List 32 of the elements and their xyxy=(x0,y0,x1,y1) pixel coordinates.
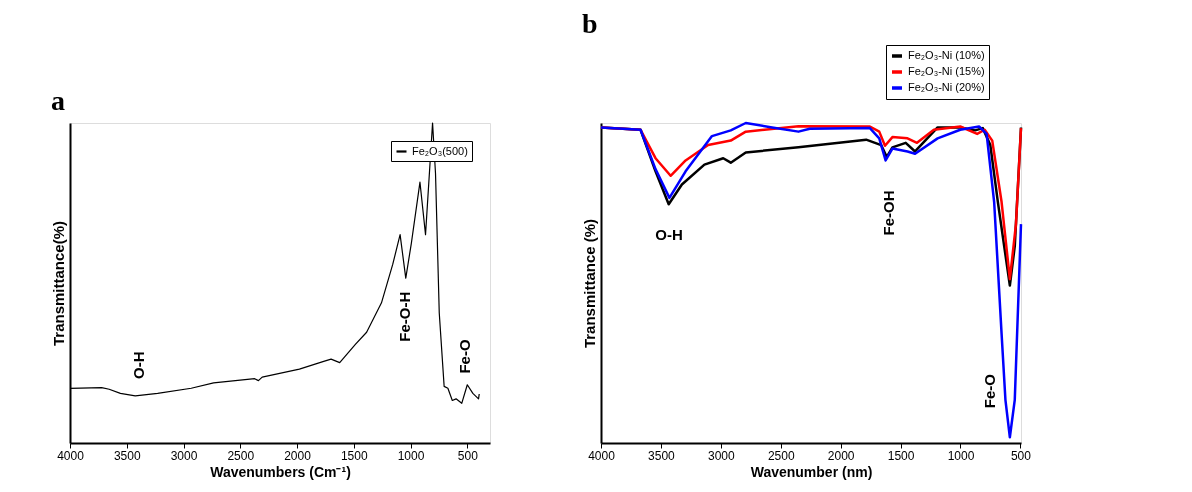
annotation: O-H xyxy=(130,351,147,379)
chart-title: a xyxy=(51,85,65,117)
x-tick-label: 4000 xyxy=(588,448,616,463)
legend-label: Fe₂O₃-Ni (10%) xyxy=(908,49,985,61)
chart-title: b xyxy=(582,7,598,39)
x-tick-label: 3000 xyxy=(707,448,735,463)
x-tick-label: 1000 xyxy=(397,448,425,463)
legend-label: Fe₂O₃(500) xyxy=(412,144,468,157)
x-tick-label: 3500 xyxy=(648,448,676,463)
x-tick-label: 2000 xyxy=(284,448,312,463)
legend-label: Fe₂O₃-Ni (15%) xyxy=(908,65,985,77)
x-tick-label: 2500 xyxy=(227,448,255,463)
y-axis-title: Transmittance(%) xyxy=(49,220,67,347)
annotation: Fe-O-H xyxy=(396,291,413,342)
x-tick-label: 1500 xyxy=(340,448,368,463)
x-tick-label: 500 xyxy=(1010,448,1032,463)
x-tick-label: 1500 xyxy=(887,448,915,463)
annotation: O-H xyxy=(655,226,683,244)
x-axis-title: Wavenumbers (Cm⁻¹) xyxy=(210,463,351,480)
annotation: Fe-O xyxy=(456,339,473,374)
x-tick-label: 4000 xyxy=(57,448,85,463)
x-tick-label: 500 xyxy=(457,448,479,463)
x-tick-label: 3500 xyxy=(113,448,141,463)
x-tick-label: 3000 xyxy=(170,448,198,463)
x-axis-title: Wavenumber (nm) xyxy=(750,463,873,480)
x-tick-label: 2500 xyxy=(767,448,795,463)
y-axis-title: Transmittance (%) xyxy=(580,218,598,349)
legend-label: Fe₂O₃-Ni (20%) xyxy=(908,81,985,93)
annotation: Fe-OH xyxy=(880,190,897,236)
annotation: Fe-O xyxy=(981,373,998,409)
x-tick-label: 1000 xyxy=(947,448,975,463)
x-tick-label: 2000 xyxy=(827,448,855,463)
